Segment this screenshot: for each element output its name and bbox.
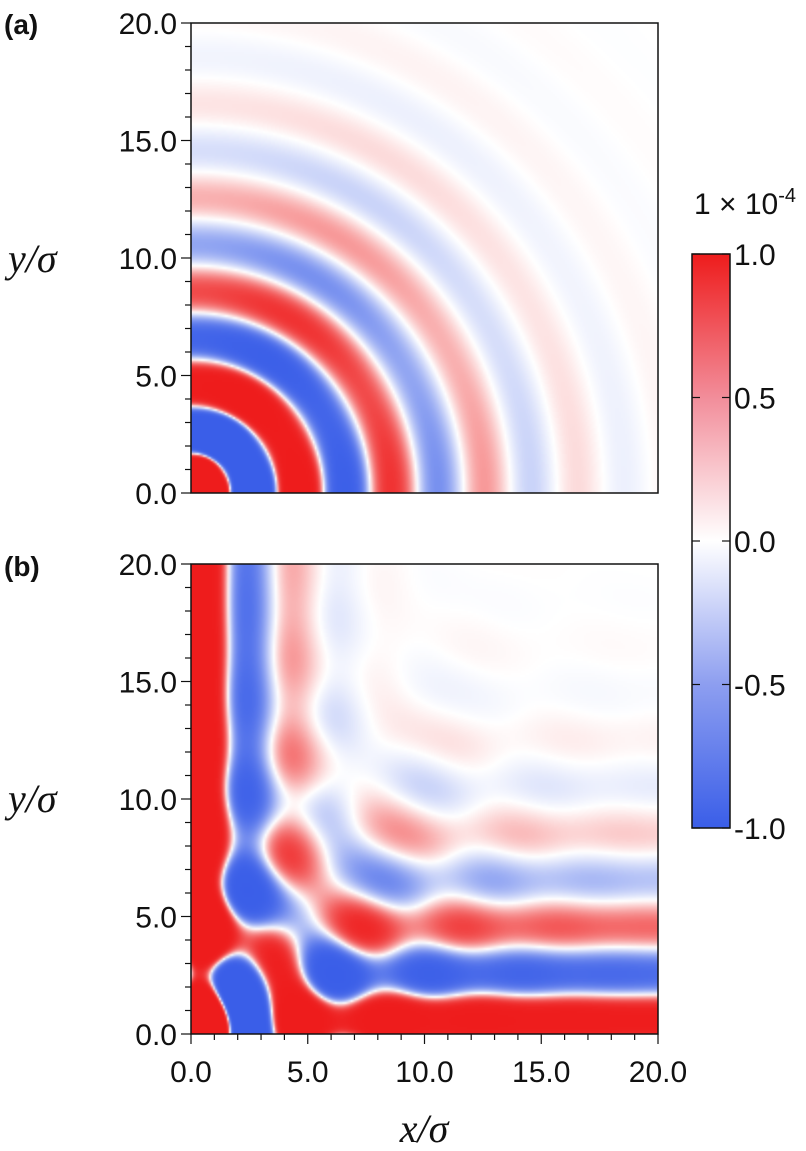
panel-a: (a) 0.0 5.0 10.0 15.0 20.0 y/σ bbox=[4, 8, 659, 511]
colorbar-tick-label: 1.0 bbox=[734, 239, 776, 272]
y-tick-label: 5.0 bbox=[135, 902, 177, 935]
y-tick-label: 5.0 bbox=[135, 361, 177, 394]
y-tick-label: 0.0 bbox=[135, 1019, 177, 1052]
colorbar-multiplier-exp: -4 bbox=[778, 185, 796, 207]
xlabel-b: x/σ bbox=[399, 1106, 450, 1151]
colorbar-ticks: 1.0 0.5 0.0 -0.5 -1.0 bbox=[692, 239, 786, 846]
colorbar-tick-label: -1.0 bbox=[734, 813, 786, 846]
heatmap-b bbox=[191, 564, 658, 1034]
x-tick-label: 10.0 bbox=[395, 1056, 453, 1089]
y-ticks-b: 0.0 5.0 10.0 15.0 20.0 bbox=[119, 549, 191, 1052]
colorbar-tick-label: 0.5 bbox=[734, 383, 776, 416]
panel-a-label: (a) bbox=[4, 9, 38, 40]
x-tick-label: 20.0 bbox=[629, 1056, 687, 1089]
x-ticks-b: 0.0 5.0 10.0 15.0 20.0 bbox=[170, 1034, 687, 1089]
colorbar-tick-label: 0.0 bbox=[734, 526, 776, 559]
y-tick-label: 10.0 bbox=[119, 243, 177, 276]
y-tick-label: 0.0 bbox=[135, 478, 177, 511]
y-tick-label: 15.0 bbox=[119, 126, 177, 159]
heatmap-a bbox=[191, 23, 658, 493]
colorbar-tick-label: -0.5 bbox=[734, 670, 786, 703]
y-tick-label: 15.0 bbox=[119, 667, 177, 700]
y-ticks-a: 0.0 5.0 10.0 15.0 20.0 bbox=[119, 8, 191, 511]
colorbar: 1 × 10-4 1.0 0.5 0.0 -0.5 -1.0 bbox=[691, 185, 796, 846]
y-tick-label: 20.0 bbox=[119, 549, 177, 582]
y-tick-label: 10.0 bbox=[119, 784, 177, 817]
x-tick-label: 5.0 bbox=[287, 1056, 329, 1089]
panel-b-label: (b) bbox=[4, 551, 40, 582]
ylabel-a: y/σ bbox=[4, 236, 58, 281]
x-tick-label: 15.0 bbox=[512, 1056, 570, 1089]
panel-b: (b) 0.0 5.0 10.0 15.0 20.0 0.0 5.0 10.0 15.0 20.… bbox=[4, 549, 687, 1151]
x-tick-label: 0.0 bbox=[170, 1056, 212, 1089]
ylabel-b: y/σ bbox=[4, 776, 58, 821]
colorbar-multiplier-base: 1 × 10 bbox=[694, 188, 778, 221]
colorbar-multiplier: 1 × 10-4 bbox=[694, 185, 796, 221]
y-tick-label: 20.0 bbox=[119, 8, 177, 41]
